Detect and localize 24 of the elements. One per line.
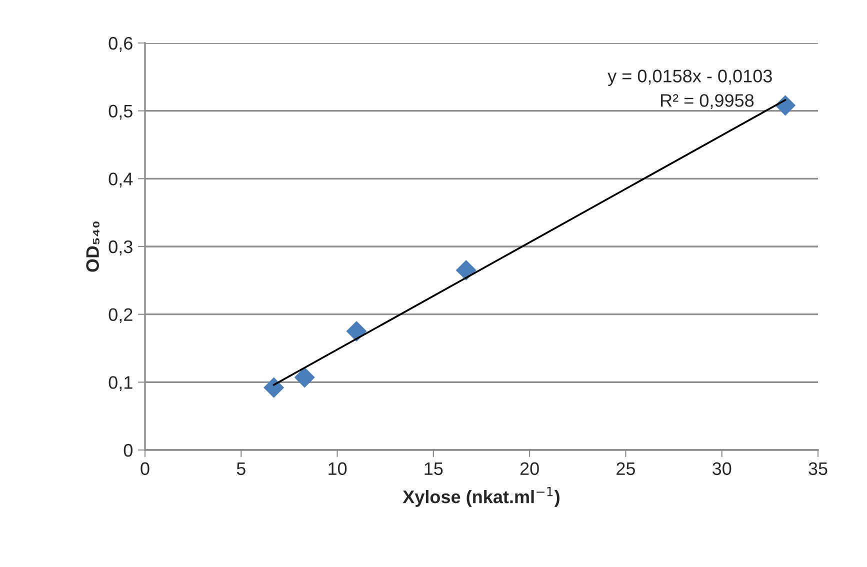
x-tick-label: 15 (424, 462, 443, 476)
point (456, 260, 476, 281)
x-tick-label: 10 (328, 462, 347, 476)
x-tick-label: 30 (712, 462, 732, 476)
x-tick-label: 35 (808, 462, 828, 476)
y-tick-label: 0,5 (108, 104, 132, 120)
x-tick-label: 25 (616, 462, 635, 476)
point (775, 95, 796, 116)
x-tick-label: 5 (236, 462, 246, 476)
x-tick-label: 20 (520, 462, 539, 476)
x-axis-title: Xylose (nkat.ml$^{−1}$) (402, 486, 560, 507)
annotation: R² = 0,9958 (661, 94, 754, 109)
y-axis-title: OD₅₄₀ (86, 221, 100, 272)
point (346, 320, 367, 342)
y-tick-label: 0 (124, 444, 132, 457)
y-tick-label: 0,4 (108, 172, 133, 188)
x-tick-label: 0 (140, 462, 150, 476)
point (294, 367, 315, 388)
y-tick-label: 0,2 (108, 308, 132, 324)
annotation: y = 0,0158x - 0,0103 (608, 70, 772, 86)
point (264, 377, 284, 398)
y-tick-label: 0,1 (108, 376, 132, 392)
y-tick-label: 0,6 (108, 36, 132, 52)
y-tick-label: 0,3 (108, 240, 132, 256)
